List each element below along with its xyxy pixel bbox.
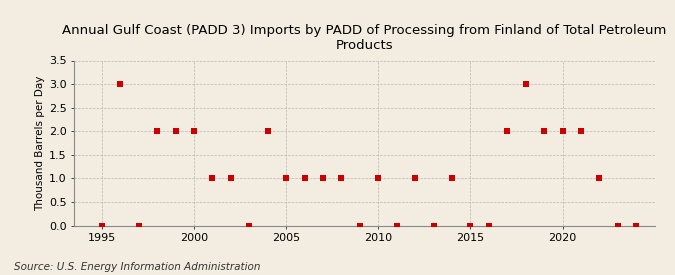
Point — [225, 176, 236, 181]
Point — [631, 223, 642, 228]
Point — [576, 129, 587, 133]
Point — [152, 129, 163, 133]
Point — [502, 129, 513, 133]
Point — [354, 223, 365, 228]
Point — [281, 176, 292, 181]
Point — [188, 129, 199, 133]
Point — [318, 176, 329, 181]
Point — [594, 176, 605, 181]
Text: Source: U.S. Energy Information Administration: Source: U.S. Energy Information Administ… — [14, 262, 260, 272]
Point — [428, 223, 439, 228]
Point — [336, 176, 347, 181]
Point — [483, 223, 494, 228]
Point — [557, 129, 568, 133]
Point — [97, 223, 107, 228]
Point — [263, 129, 273, 133]
Point — [539, 129, 549, 133]
Point — [207, 176, 218, 181]
Point — [170, 129, 181, 133]
Point — [447, 176, 458, 181]
Point — [134, 223, 144, 228]
Title: Annual Gulf Coast (PADD 3) Imports by PADD of Processing from Finland of Total P: Annual Gulf Coast (PADD 3) Imports by PA… — [62, 24, 667, 53]
Point — [392, 223, 402, 228]
Point — [410, 176, 421, 181]
Point — [465, 223, 476, 228]
Point — [115, 82, 126, 86]
Point — [612, 223, 623, 228]
Point — [520, 82, 531, 86]
Point — [244, 223, 254, 228]
Y-axis label: Thousand Barrels per Day: Thousand Barrels per Day — [34, 75, 45, 211]
Point — [373, 176, 383, 181]
Point — [299, 176, 310, 181]
